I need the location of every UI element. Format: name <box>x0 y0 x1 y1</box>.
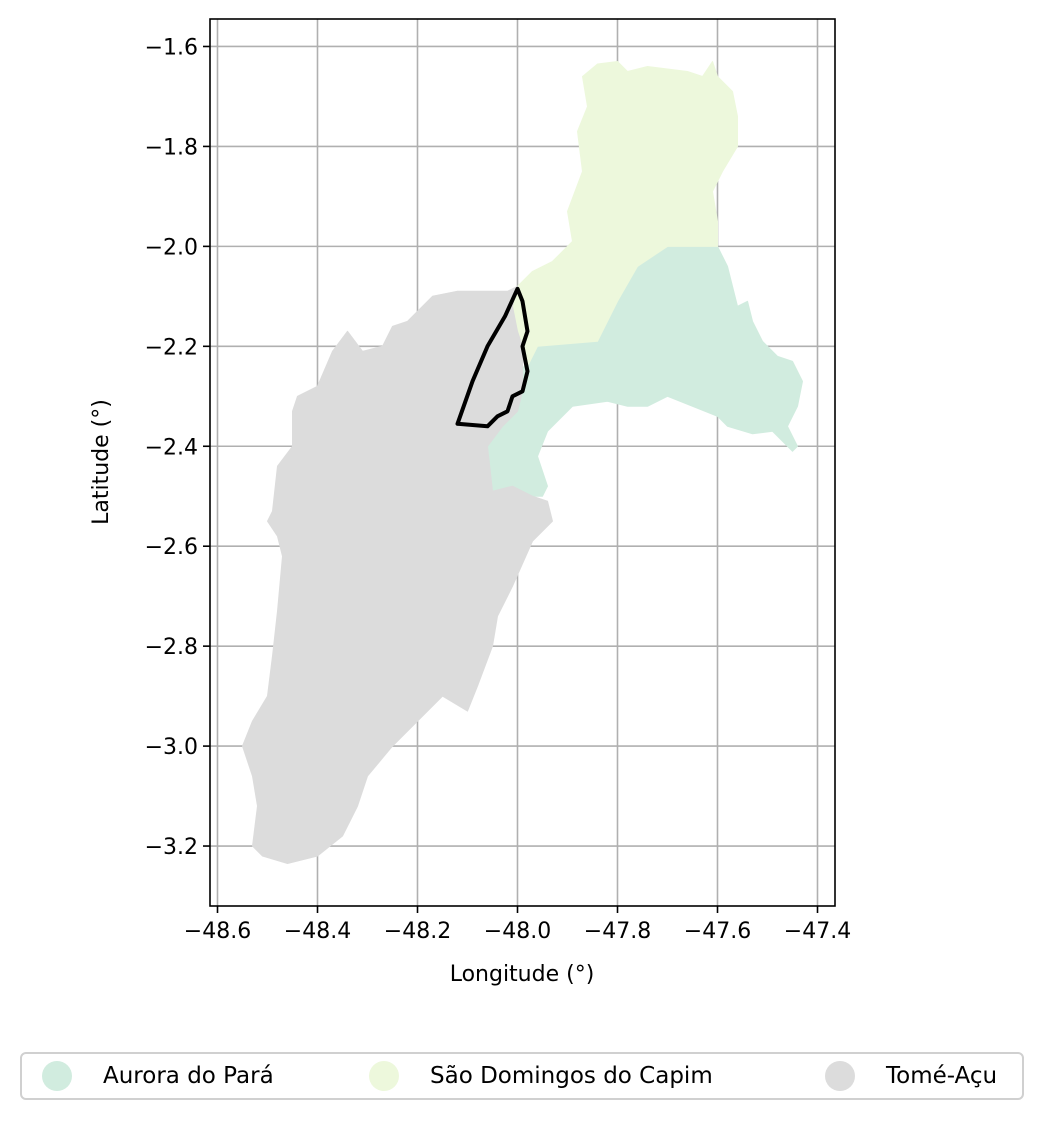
x-tick-label: −48.6 <box>184 919 251 944</box>
y-tick-label: −3.0 <box>145 735 198 760</box>
y-tick-label: −2.4 <box>145 435 198 460</box>
legend: Aurora do Pará São Domingos do Capim Tom… <box>20 1052 1024 1100</box>
legend-swatch <box>369 1061 399 1091</box>
x-axis-label: Longitude (°) <box>450 962 595 987</box>
y-axis-ticks: −1.6 −1.8 −2.0 −2.2 −2.4 −2.6 −2.8 −3.0 −3.2 <box>145 35 210 860</box>
x-tick-label: −48.4 <box>284 919 351 944</box>
legend-item-sao-domingos: São Domingos do Capim <box>369 1054 713 1098</box>
outline-path <box>455 286 530 429</box>
axes-frame <box>209 18 836 907</box>
y-tick-label: −1.8 <box>145 135 198 160</box>
x-tick-label: −47.4 <box>784 919 851 944</box>
legend-label: São Domingos do Capim <box>430 1063 713 1089</box>
regions <box>242 61 803 864</box>
legend-item-tome-acu: Tomé-Açu <box>825 1054 997 1098</box>
y-tick-label: −2.0 <box>145 235 198 260</box>
y-tick-label: −1.6 <box>145 35 198 60</box>
y-tick-label: −2.2 <box>145 335 198 360</box>
y-axis-label: Latitude (°) <box>89 399 114 525</box>
y-tick-label: −3.2 <box>145 835 198 860</box>
x-tick-label: −47.8 <box>584 919 651 944</box>
legend-swatch <box>825 1061 855 1091</box>
legend-swatch <box>42 1061 72 1091</box>
legend-label: Tomé-Açu <box>886 1063 998 1089</box>
legend-label: Aurora do Pará <box>103 1063 274 1089</box>
y-tick-label: −2.6 <box>145 535 198 560</box>
x-axis-ticks: −48.6 −48.4 −48.2 −48.0 −47.8 −47.6 −47.4 <box>184 906 851 944</box>
legend-item-aurora: Aurora do Pará <box>42 1054 274 1098</box>
x-tick-label: −48.0 <box>484 919 551 944</box>
region-sao-domingos-do-capim <box>512 61 738 367</box>
y-tick-label: −2.8 <box>145 635 198 660</box>
study-area-outline <box>455 286 530 429</box>
region-tome-acu <box>242 285 553 864</box>
x-tick-label: −47.6 <box>684 919 751 944</box>
x-tick-label: −48.2 <box>384 919 451 944</box>
